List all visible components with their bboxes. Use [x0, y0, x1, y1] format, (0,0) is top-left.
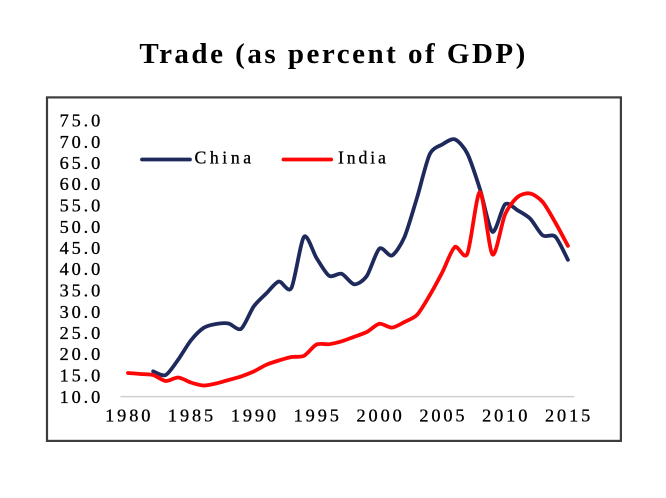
svg-text:40.0: 40.0: [60, 259, 104, 279]
svg-text:2010: 2010: [482, 406, 530, 426]
svg-text:China: China: [194, 147, 254, 167]
svg-text:25.0: 25.0: [60, 323, 104, 343]
svg-text:10.0: 10.0: [60, 387, 104, 407]
svg-text:1985: 1985: [168, 406, 216, 426]
svg-text:45.0: 45.0: [60, 238, 104, 258]
svg-text:65.0: 65.0: [60, 153, 104, 173]
svg-text:35.0: 35.0: [60, 281, 104, 301]
svg-text:India: India: [338, 147, 389, 167]
svg-text:70.0: 70.0: [60, 132, 104, 152]
svg-text:2000: 2000: [357, 406, 405, 426]
svg-text:15.0: 15.0: [60, 366, 104, 386]
svg-text:Trade (as percent of GDP): Trade (as percent of GDP): [139, 38, 527, 70]
svg-text:55.0: 55.0: [60, 196, 104, 216]
svg-text:2015: 2015: [545, 406, 593, 426]
svg-text:30.0: 30.0: [60, 302, 104, 322]
svg-text:1980: 1980: [105, 406, 153, 426]
svg-text:20.0: 20.0: [60, 344, 104, 364]
svg-text:60.0: 60.0: [60, 174, 104, 194]
svg-text:2005: 2005: [419, 406, 467, 426]
svg-text:1995: 1995: [294, 406, 342, 426]
svg-text:50.0: 50.0: [60, 217, 104, 237]
svg-text:75.0: 75.0: [60, 111, 104, 131]
svg-text:1990: 1990: [231, 406, 279, 426]
